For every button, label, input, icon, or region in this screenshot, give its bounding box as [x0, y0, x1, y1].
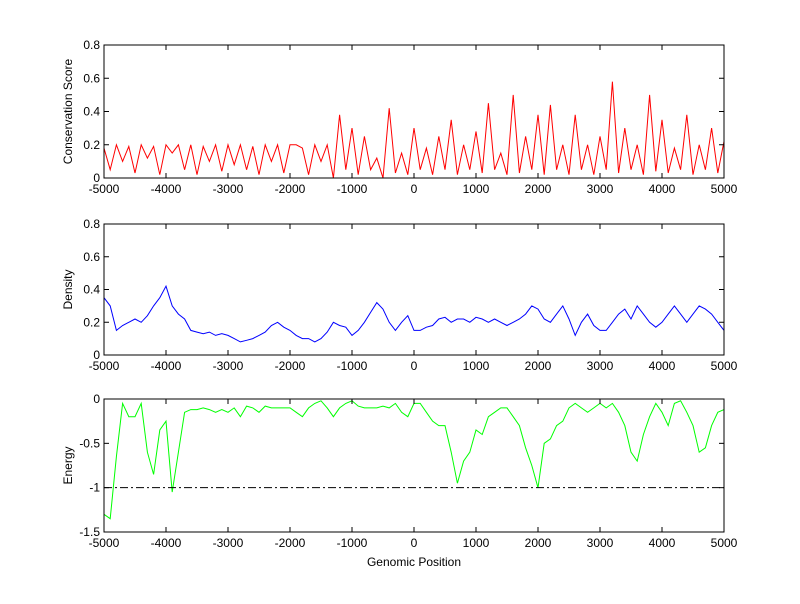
x-tick-label: 1000 — [463, 359, 490, 373]
x-tick-label: 2000 — [525, 359, 552, 373]
y-tick-label: -0.5 — [79, 436, 100, 450]
y-tick-label: 0 — [93, 392, 100, 406]
x-tick-label: -3000 — [213, 182, 244, 196]
x-tick-label: 4000 — [649, 182, 676, 196]
axes-box — [104, 399, 724, 532]
data-series-line — [104, 82, 724, 178]
y-tick-label: 0.6 — [83, 250, 100, 264]
y-axis-label: Conservation Score — [61, 58, 75, 164]
x-tick-label: -1000 — [337, 359, 368, 373]
axes-box — [104, 45, 724, 178]
x-tick-label: 0 — [411, 182, 418, 196]
x-tick-label: -3000 — [213, 359, 244, 373]
y-tick-label: -1.5 — [79, 525, 100, 539]
data-series-line — [104, 286, 724, 342]
x-tick-label: 0 — [411, 359, 418, 373]
y-tick-label: 0.4 — [83, 283, 100, 297]
x-tick-label: 5000 — [711, 359, 738, 373]
y-axis-label: Density — [61, 269, 75, 309]
x-tick-label: -4000 — [151, 536, 182, 550]
y-tick-label: 0.6 — [83, 71, 100, 85]
x-tick-label: 3000 — [587, 536, 614, 550]
y-axis-label: Energy — [61, 446, 75, 484]
y-tick-label: 0 — [93, 348, 100, 362]
x-tick-label: 2000 — [525, 182, 552, 196]
x-tick-label: 5000 — [711, 536, 738, 550]
x-tick-label: -2000 — [275, 359, 306, 373]
x-tick-label: -2000 — [275, 182, 306, 196]
x-tick-label: 3000 — [587, 359, 614, 373]
x-tick-label: -1000 — [337, 182, 368, 196]
y-tick-label: -1 — [89, 481, 100, 495]
x-tick-label: -3000 — [213, 536, 244, 550]
y-tick-label: 0.8 — [83, 217, 100, 231]
x-tick-label: 0 — [411, 536, 418, 550]
x-tick-label: -4000 — [151, 359, 182, 373]
data-series-line — [104, 401, 724, 519]
x-tick-label: -2000 — [275, 536, 306, 550]
y-tick-label: 0.2 — [83, 138, 100, 152]
y-tick-label: 0.4 — [83, 105, 100, 119]
x-tick-label: 5000 — [711, 182, 738, 196]
y-tick-label: 0.8 — [83, 38, 100, 52]
x-tick-label: -1000 — [337, 536, 368, 550]
x-tick-label: 3000 — [587, 182, 614, 196]
x-axis-label: Genomic Position — [367, 555, 461, 569]
y-tick-label: 0.2 — [83, 315, 100, 329]
x-tick-label: 2000 — [525, 536, 552, 550]
x-tick-label: 4000 — [649, 536, 676, 550]
axes-box — [104, 224, 724, 355]
x-tick-label: 1000 — [463, 536, 490, 550]
x-tick-label: 4000 — [649, 359, 676, 373]
x-tick-label: 1000 — [463, 182, 490, 196]
x-tick-label: -4000 — [151, 182, 182, 196]
y-tick-label: 0 — [93, 171, 100, 185]
